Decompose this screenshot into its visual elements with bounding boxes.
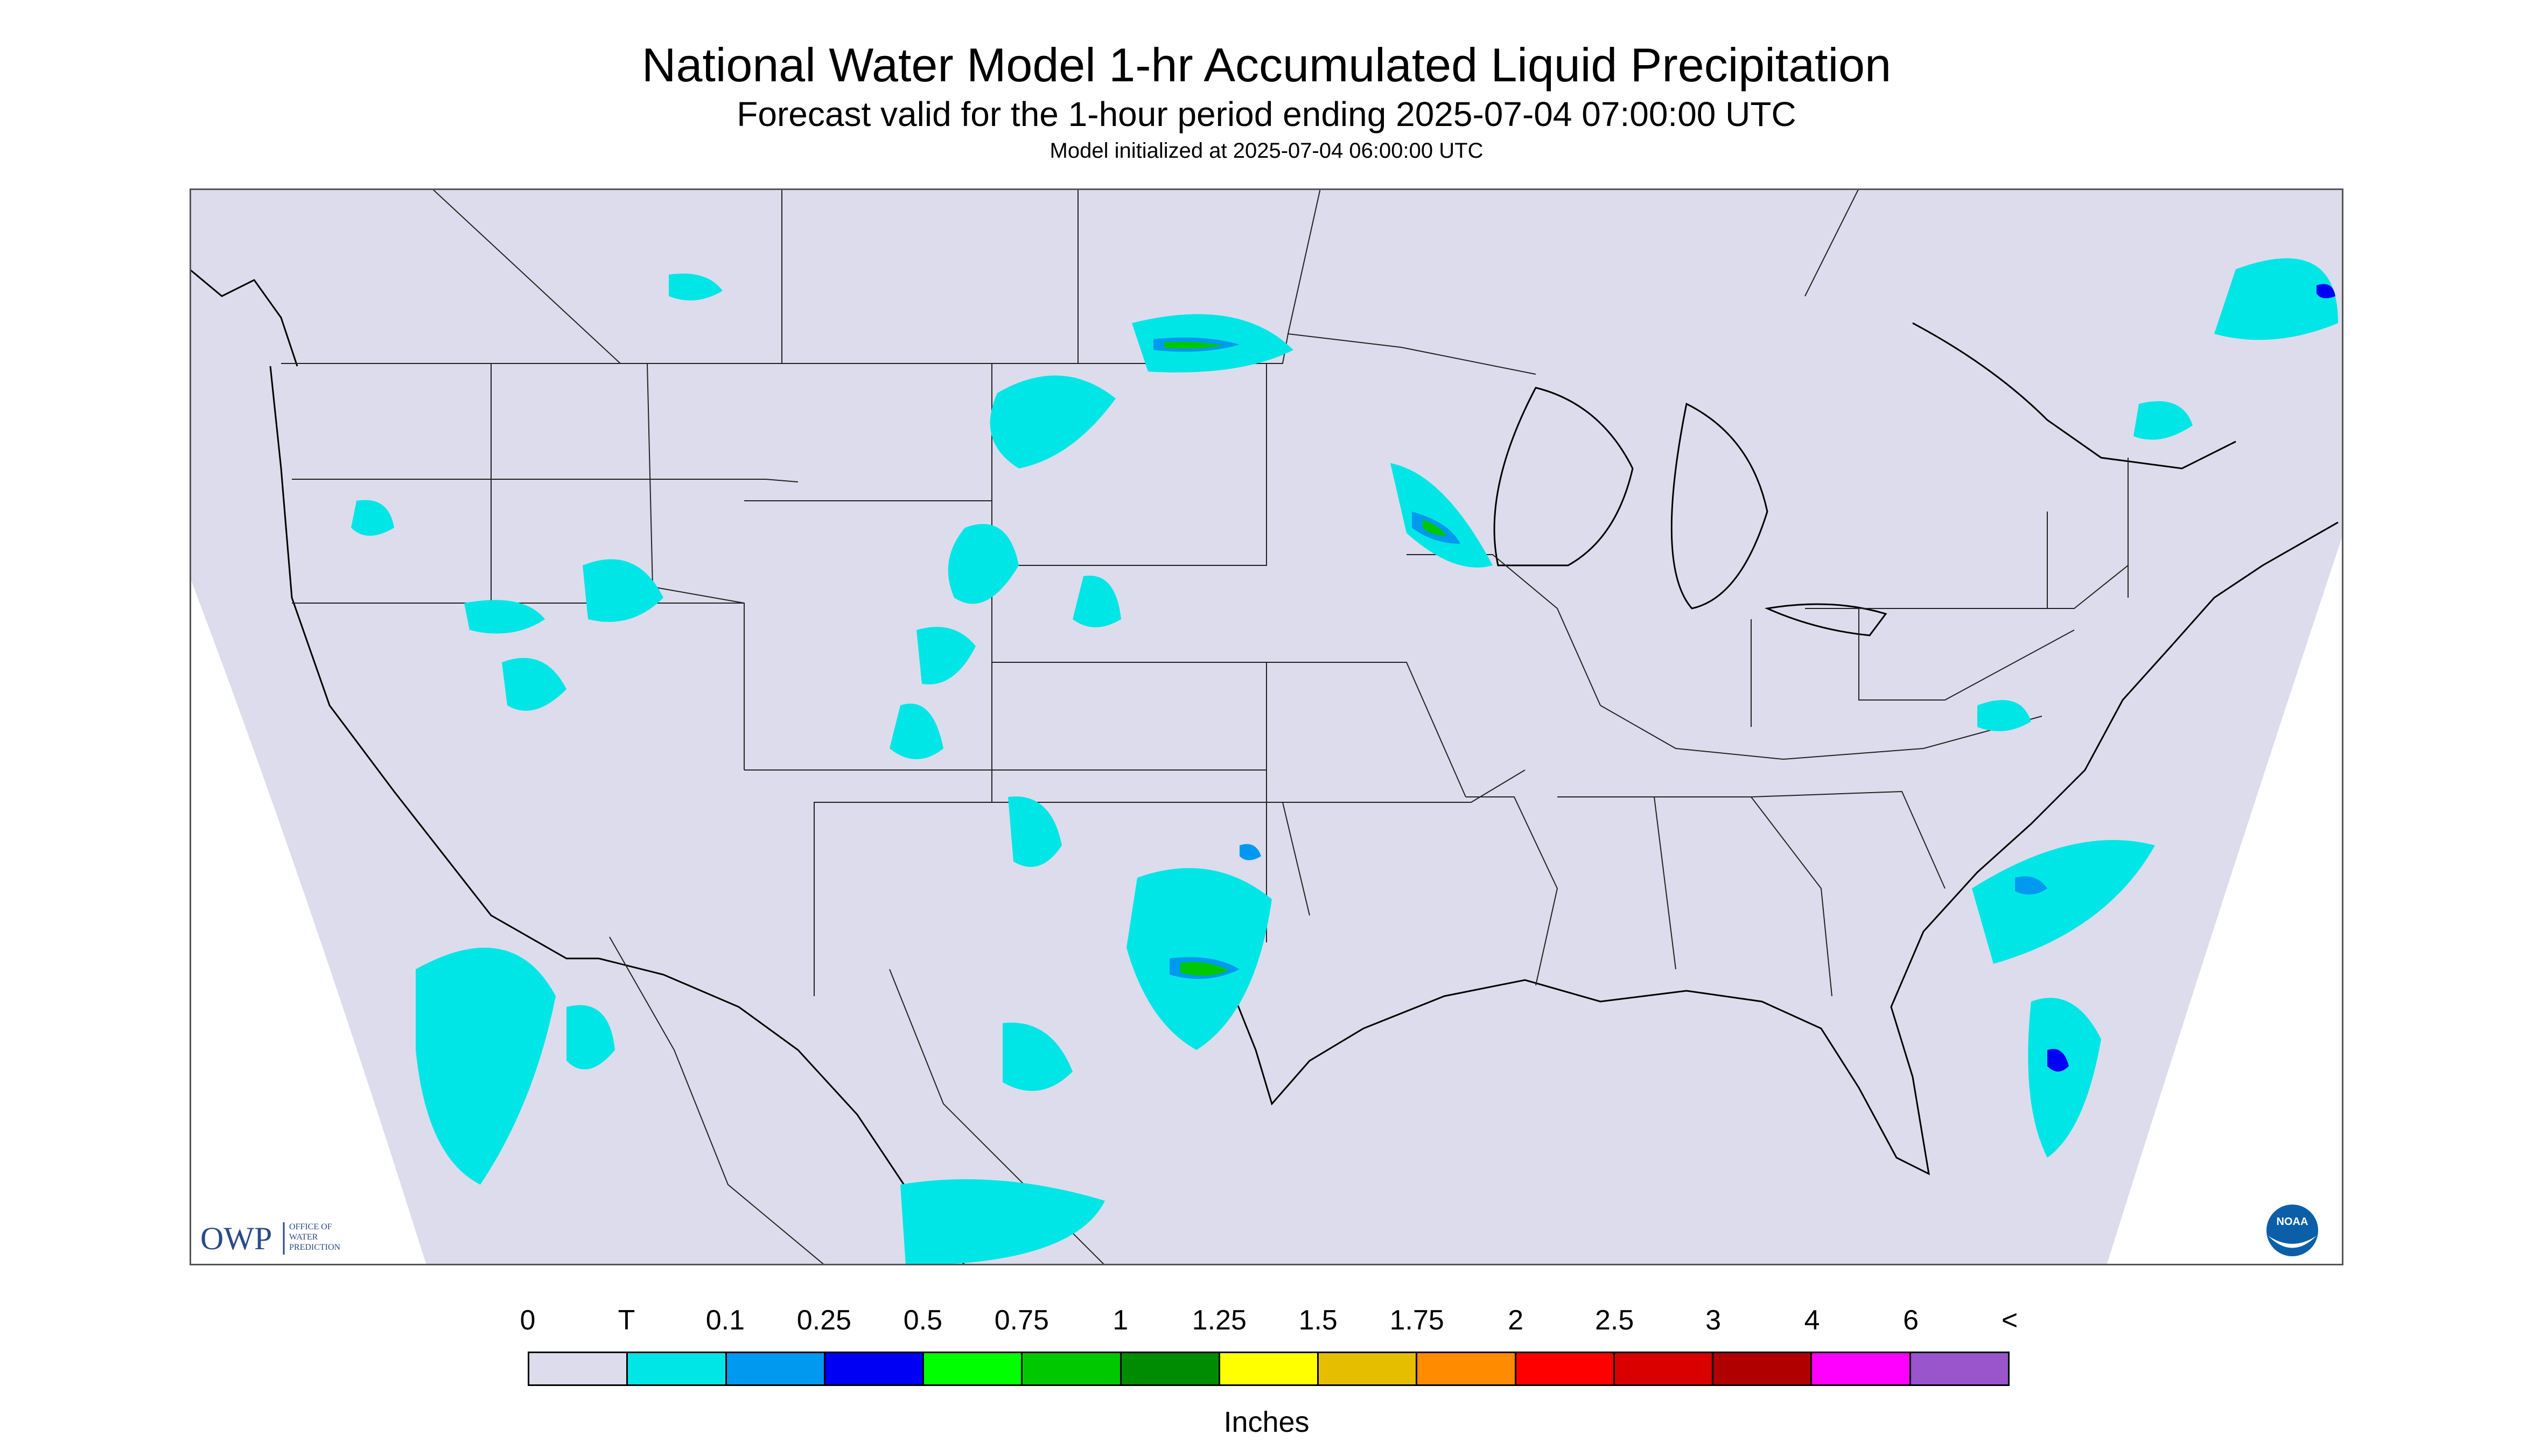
owp-logo: OWP OFFICE OF WATER PREDICTION [200, 1221, 341, 1256]
precip-heavy [1153, 284, 2335, 1072]
state-boundaries [281, 188, 2129, 1265]
legend-labels: 0 T 0.1 0.25 0.5 0.75 1 1.25 1.5 1.75 2 2.5 3 4 6 < [0, 1304, 2533, 1342]
legend-swatch [1911, 1353, 2008, 1384]
legend-swatch [1713, 1353, 1813, 1384]
noaa-logo-text: NOAA [2277, 1216, 2308, 1228]
owp-logo-mark: OWP [200, 1221, 272, 1256]
legend-label: 4 [1804, 1305, 1820, 1336]
legend-swatch [628, 1353, 727, 1384]
legend-label: T [618, 1305, 635, 1336]
legend-swatch [1023, 1353, 1122, 1384]
legend-swatch [1417, 1353, 1516, 1384]
legend-swatch [726, 1353, 825, 1384]
legend-swatch [1319, 1353, 1418, 1384]
legend-label: < [2001, 1305, 2018, 1336]
legend-label: 1.5 [1298, 1305, 1338, 1336]
legend-label: 3 [1705, 1305, 1722, 1336]
legend-swatch [924, 1353, 1023, 1384]
legend-swatch [529, 1353, 628, 1384]
legend-swatch [1516, 1353, 1615, 1384]
legend-swatch [1220, 1353, 1319, 1384]
legend-label: 0.75 [994, 1305, 1049, 1336]
owp-logo-line2: WATER [289, 1233, 318, 1242]
legend-label: 1.25 [1192, 1305, 1247, 1336]
owp-logo-line1: OFFICE OF [289, 1222, 332, 1231]
legend-label: 2 [1508, 1305, 1524, 1336]
legend-label: 0.25 [796, 1305, 851, 1336]
legend-swatch [1812, 1353, 1911, 1384]
legend-swatch [1121, 1353, 1220, 1384]
legend-label: 0.5 [903, 1305, 942, 1336]
legend-label: 2.5 [1594, 1305, 1634, 1336]
legend-label: 0.1 [705, 1305, 745, 1336]
legend-swatch [825, 1353, 925, 1384]
model-init-text: Model initialized at 2025-07-04 06:00:00… [1049, 139, 1484, 163]
map-title: National Water Model 1-hr Accumulated Li… [641, 38, 1892, 92]
legend-colorbar [528, 1352, 2010, 1386]
legend-label: 1.75 [1389, 1305, 1444, 1336]
map-subtitle: Forecast valid for the 1-hour period end… [737, 95, 1796, 134]
legend-swatch [1614, 1353, 1714, 1384]
legend-label: 1 [1112, 1305, 1129, 1336]
owp-logo-line3: PREDICTION [289, 1243, 341, 1252]
legend-label: 6 [1903, 1305, 1919, 1336]
precipitation-map: OWP OFFICE OF WATER PREDICTION NOAA [190, 188, 2343, 1265]
legend-label: 0 [520, 1305, 536, 1336]
legend-units: Inches [1223, 1406, 1310, 1438]
noaa-logo: NOAA [2266, 1205, 2318, 1256]
